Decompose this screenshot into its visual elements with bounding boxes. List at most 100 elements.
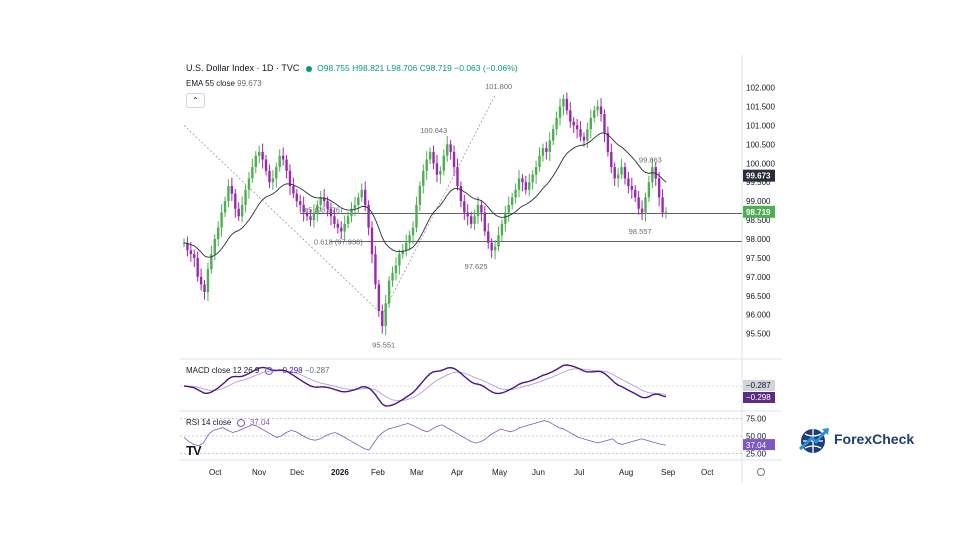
price-tick-label: 99.500: [746, 178, 771, 187]
candle-body: [514, 189, 517, 198]
candle-body: [305, 212, 309, 217]
candle-body: [322, 197, 326, 202]
candle-body: [264, 159, 268, 171]
candle-body: [627, 178, 630, 186]
legend-ema[interactable]: EMA 55 close 99.673: [186, 79, 262, 88]
candle-body: [661, 197, 664, 213]
candle-body: [575, 125, 579, 130]
forexcheck-brand: ForexCheck: [798, 425, 928, 455]
candle-body: [521, 178, 524, 183]
candle-body: [493, 246, 497, 251]
candle-body: [285, 159, 288, 171]
candle-body: [186, 242, 189, 251]
candle-body: [456, 167, 459, 186]
candle-body: [538, 155, 541, 168]
ema-price-tag-bg: [743, 169, 775, 182]
legend-rsi[interactable]: RSI 14 close 37.04: [186, 418, 270, 427]
symbol-title[interactable]: U.S. Dollar Index · 1D · TVC: [186, 63, 300, 73]
candle-body: [463, 201, 466, 213]
candle-body: [534, 167, 538, 175]
candle-body: [634, 189, 637, 198]
candle-body: [425, 159, 428, 171]
price-tick-label: 97.500: [746, 254, 771, 263]
candle-body: [647, 182, 651, 198]
price-tick-label: 96.000: [746, 311, 771, 320]
candle-body: [620, 167, 623, 175]
price-annotation: 100.643: [420, 126, 447, 135]
fib-label: 0.5 (98.676): [302, 205, 343, 214]
price-tick-label: 98.000: [746, 235, 771, 244]
candle-body: [333, 216, 336, 224]
tradingview-logo[interactable]: TV: [186, 443, 202, 458]
candle-body: [411, 227, 415, 236]
current-price-tag: 98.719: [746, 208, 771, 217]
price-tick-label: 102.000: [746, 84, 775, 93]
candle-body: [446, 144, 449, 156]
price-tick-label: 101.000: [746, 121, 775, 130]
rsi-tag-bg: [743, 439, 775, 451]
candle-body: [340, 227, 343, 232]
candle-body: [504, 212, 507, 224]
market-status-icon: [305, 65, 312, 72]
pattern-line: [183, 125, 383, 316]
candle-body: [384, 303, 387, 327]
candle-body: [596, 106, 599, 111]
candle-body: [428, 151, 432, 160]
candle-body: [299, 201, 302, 205]
collapse-legend-button[interactable]: ⌃: [186, 93, 205, 108]
candle-body: [528, 182, 531, 190]
candle-body: [247, 178, 251, 190]
candle-body: [189, 250, 193, 255]
candle-body: [408, 235, 411, 243]
candle-body: [254, 155, 257, 168]
price-tick-label: 101.500: [746, 103, 775, 112]
settings-icon[interactable]: [236, 418, 245, 427]
legend-macd[interactable]: MACD close 12 26 9 −0.298 −0.287: [186, 366, 329, 375]
legend-main-series[interactable]: U.S. Dollar Index · 1D · TVC O98.755 H98…: [186, 63, 518, 73]
settings-icon[interactable]: [264, 366, 273, 375]
chart-canvas[interactable]: 102.000 101.500 101.000 100.500 100.000 99.50…: [180, 55, 782, 483]
price-tick-label: 99.000: [746, 197, 771, 206]
candle-body: [210, 254, 213, 270]
candle-body: [216, 227, 220, 239]
candle-body: [473, 216, 476, 224]
candle-body: [295, 193, 299, 202]
candle-body: [435, 163, 439, 175]
candle-body: [377, 284, 381, 311]
candle-body: [367, 204, 370, 228]
candle-body: [497, 235, 500, 247]
candle-body: [490, 242, 493, 251]
candle-body: [240, 204, 244, 217]
candle-body: [353, 204, 357, 209]
candle-body: [258, 151, 261, 156]
candle-body: [565, 98, 569, 111]
close-value: C98.719: [419, 63, 452, 73]
candle-body: [237, 208, 240, 217]
candle-body: [487, 231, 490, 243]
ema-line: [183, 132, 667, 258]
candle-body: [517, 178, 521, 190]
high-value: H98.821: [352, 63, 385, 73]
price-annotation: 97.625: [465, 262, 488, 271]
time-tick-label: Feb: [371, 468, 385, 477]
time-tick-label: Mar: [410, 468, 424, 477]
candle-body: [309, 216, 312, 221]
candle-body: [572, 121, 575, 126]
candle-body: [651, 167, 654, 183]
price-annotation: 95.551: [372, 341, 395, 350]
candle-body: [271, 178, 275, 183]
candle-body: [401, 250, 404, 255]
time-tick-label: 2026: [331, 468, 349, 477]
candle-body: [415, 204, 418, 228]
globe-arrow-icon: [798, 428, 829, 453]
candle-body: [206, 269, 210, 292]
candle-body: [370, 227, 374, 255]
candle-body: [319, 197, 322, 205]
candle-body: [350, 208, 353, 217]
candle-body: [562, 98, 565, 107]
candle-body: [432, 151, 435, 164]
candle-body: [452, 151, 456, 168]
ema-price-tag: 99.673: [746, 172, 771, 181]
candle-body: [398, 254, 401, 266]
price-tick-label: 100.500: [746, 140, 775, 149]
